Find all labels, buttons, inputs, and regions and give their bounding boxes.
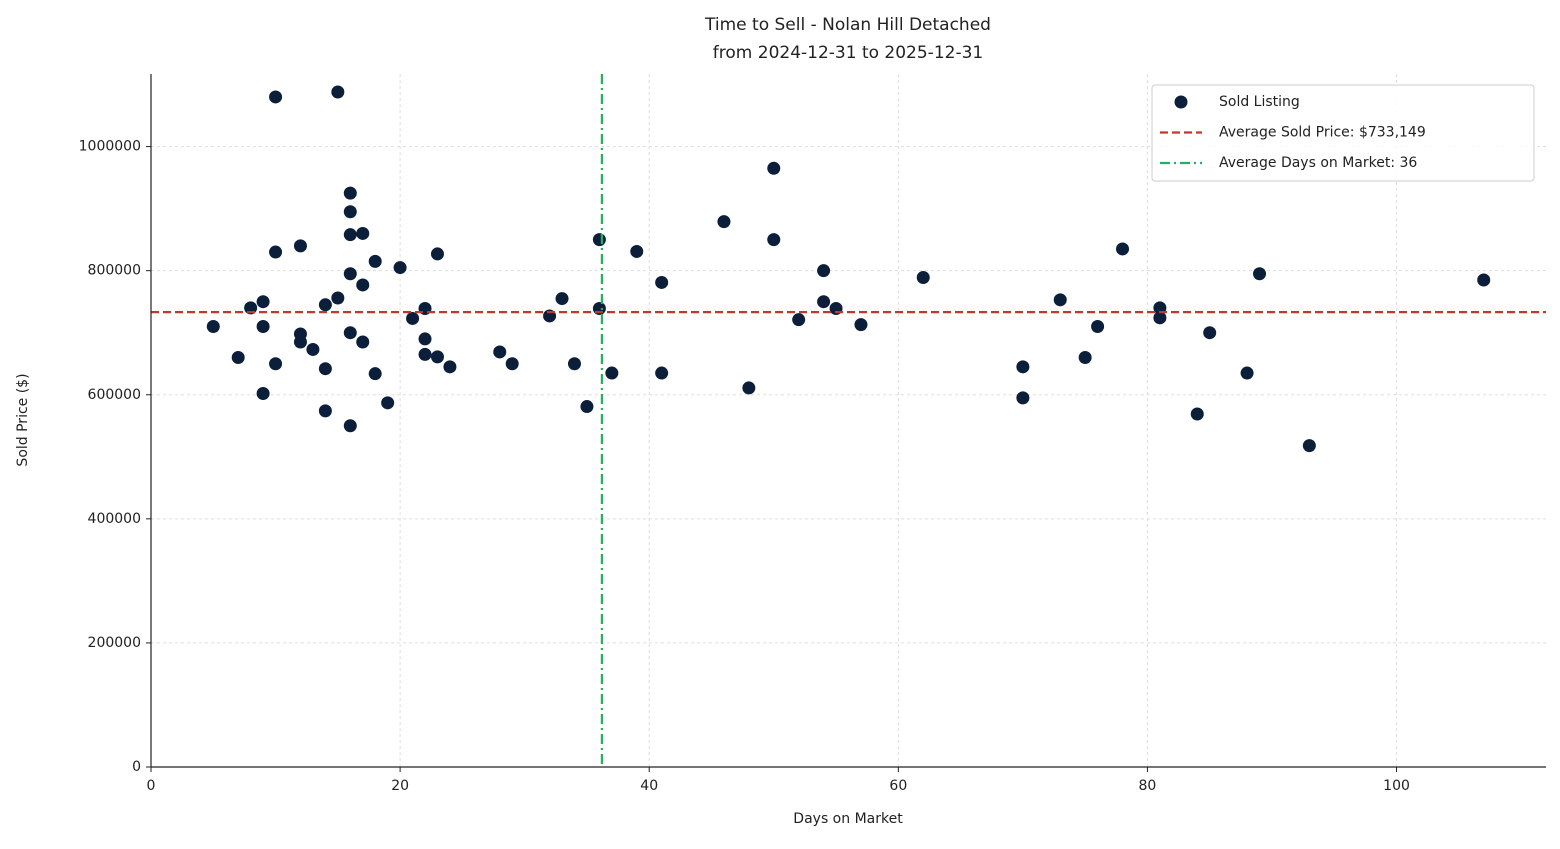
point bbox=[655, 366, 669, 380]
point bbox=[356, 335, 370, 349]
point bbox=[1116, 242, 1130, 256]
y-tick-label: 1000000 bbox=[79, 139, 141, 155]
point bbox=[293, 335, 307, 349]
x-axis-label: Days on Market bbox=[793, 811, 903, 827]
point bbox=[318, 404, 332, 418]
point bbox=[343, 205, 357, 219]
point bbox=[381, 396, 395, 410]
point bbox=[331, 85, 345, 99]
point bbox=[293, 239, 307, 253]
point bbox=[817, 264, 831, 278]
y-tick-label: 0 bbox=[132, 759, 141, 775]
x-tick-label: 60 bbox=[889, 778, 907, 794]
point bbox=[1078, 351, 1092, 365]
y-axis-label: Sold Price ($) bbox=[15, 373, 31, 466]
point bbox=[605, 366, 619, 380]
point bbox=[1016, 360, 1030, 374]
point bbox=[430, 247, 444, 261]
point bbox=[356, 226, 370, 240]
chart-title: Time to Sell - Nolan Hill Detached bbox=[704, 15, 991, 35]
point bbox=[256, 387, 270, 401]
point bbox=[269, 245, 283, 259]
point bbox=[1240, 366, 1254, 380]
point bbox=[717, 215, 731, 229]
legend: Sold Listing Average Sold Price: $733,149… bbox=[1151, 84, 1535, 182]
point bbox=[443, 360, 457, 374]
point bbox=[368, 367, 382, 381]
point bbox=[592, 233, 606, 247]
y-tick-label: 400000 bbox=[88, 511, 141, 527]
point bbox=[269, 90, 283, 104]
point bbox=[1253, 267, 1267, 281]
point bbox=[493, 345, 507, 359]
legend-label: Average Days on Market: 36 bbox=[1219, 155, 1417, 171]
point bbox=[343, 267, 357, 281]
point bbox=[343, 419, 357, 433]
point bbox=[368, 254, 382, 268]
legend-box bbox=[1151, 84, 1535, 182]
point bbox=[767, 161, 781, 175]
plot-area bbox=[151, 74, 1546, 767]
point bbox=[406, 311, 420, 325]
y-tick-label: 800000 bbox=[88, 263, 141, 279]
point bbox=[742, 381, 756, 395]
point bbox=[567, 357, 581, 371]
point bbox=[206, 320, 220, 334]
x-tick-label: 40 bbox=[640, 778, 658, 794]
point bbox=[256, 295, 270, 309]
point bbox=[555, 292, 569, 306]
point bbox=[343, 186, 357, 200]
point bbox=[505, 357, 519, 371]
point bbox=[916, 270, 930, 284]
point bbox=[356, 278, 370, 292]
point bbox=[767, 233, 781, 247]
x-tick-label: 20 bbox=[391, 778, 409, 794]
point bbox=[269, 357, 283, 371]
point bbox=[393, 261, 407, 275]
point bbox=[306, 342, 320, 356]
point bbox=[418, 332, 432, 346]
x-tick-label: 80 bbox=[1139, 778, 1157, 794]
legend-marker bbox=[1174, 95, 1188, 109]
legend-label: Average Sold Price: $733,149 bbox=[1219, 125, 1426, 141]
point bbox=[1203, 326, 1217, 340]
point bbox=[318, 298, 332, 312]
point bbox=[580, 400, 594, 414]
point bbox=[343, 228, 357, 242]
y-tick-label: 600000 bbox=[88, 387, 141, 403]
x-tick-label: 0 bbox=[147, 778, 156, 794]
chart-subtitle: from 2024-12-31 to 2025-12-31 bbox=[713, 43, 983, 63]
point bbox=[630, 244, 644, 258]
point bbox=[1477, 273, 1491, 287]
point bbox=[343, 326, 357, 340]
point bbox=[231, 351, 245, 365]
point bbox=[1190, 407, 1204, 421]
x-tick-label: 100 bbox=[1383, 778, 1410, 794]
point bbox=[331, 291, 345, 305]
point bbox=[1302, 439, 1316, 453]
point bbox=[655, 275, 669, 289]
point bbox=[1053, 293, 1067, 307]
point bbox=[1153, 311, 1167, 325]
point bbox=[854, 318, 868, 332]
point bbox=[1091, 320, 1105, 334]
point bbox=[418, 347, 432, 361]
legend-label: Sold Listing bbox=[1219, 94, 1300, 110]
y-tick-label: 200000 bbox=[88, 635, 141, 651]
point bbox=[256, 320, 270, 334]
point bbox=[817, 295, 831, 309]
point bbox=[1016, 391, 1030, 405]
point bbox=[792, 313, 806, 327]
point bbox=[430, 350, 444, 364]
point bbox=[318, 362, 332, 376]
